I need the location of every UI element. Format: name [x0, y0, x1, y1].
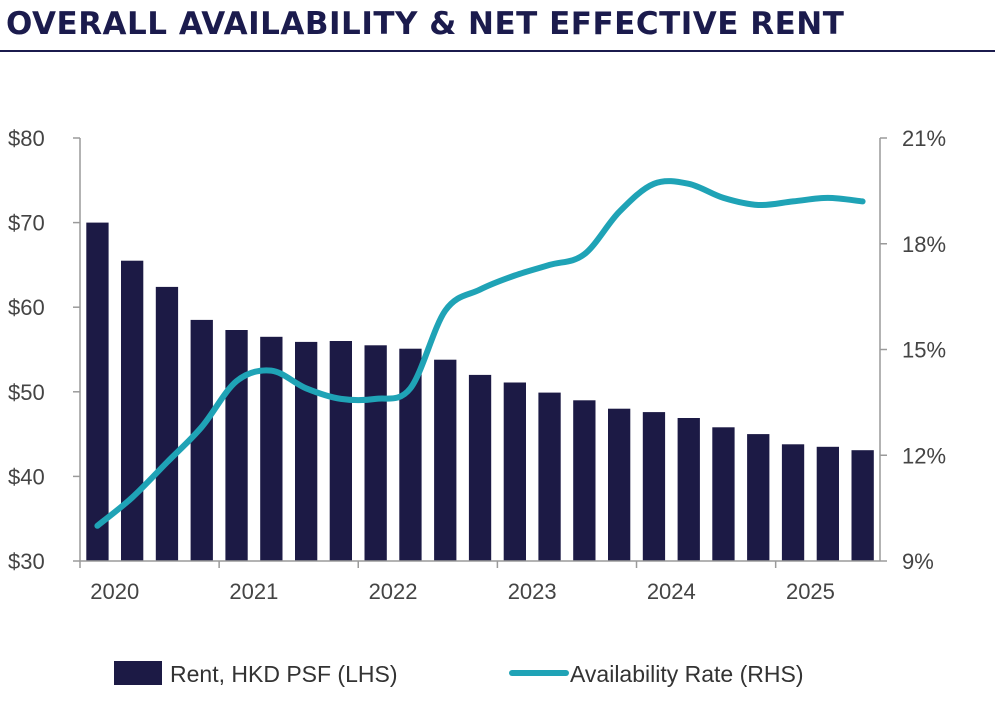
right-tick-label: 21%: [902, 126, 946, 151]
legend-rent-swatch: [114, 661, 162, 685]
rent-bar: [364, 345, 387, 561]
rent-bar: [468, 374, 492, 561]
right-tick-label: 9%: [902, 549, 934, 574]
availability-line-group: [94, 178, 866, 529]
rent-bar: [816, 446, 839, 561]
x-tick-label: 2025: [786, 579, 835, 604]
rent-bar: [399, 348, 422, 561]
x-tick-label: 2021: [229, 579, 278, 604]
x-tick-label: 2023: [508, 579, 557, 604]
title-underline: [0, 50, 995, 52]
left-tick-label: $40: [8, 464, 45, 489]
rent-bar: [155, 286, 179, 561]
rent-bar: [295, 341, 318, 561]
rent-bar: [190, 319, 213, 561]
rent-bar: [608, 408, 631, 561]
rent-bar: [329, 341, 352, 561]
left-tick-label: $50: [8, 380, 45, 405]
rent-bar: [747, 434, 770, 561]
rent-bar: [573, 400, 596, 561]
left-tick-label: $70: [8, 211, 45, 236]
chart-title: OVERALL AVAILABILITY & NET EFFECTIVE REN…: [6, 6, 845, 42]
right-tick-label: 12%: [902, 443, 946, 468]
rent-bar: [260, 336, 283, 561]
left-tick-label: $30: [8, 549, 45, 574]
rent-bar: [642, 412, 666, 561]
right-tick-label: 18%: [902, 232, 946, 257]
availability-line: [94, 178, 866, 529]
rent-bar: [677, 418, 700, 561]
rent-bar: [781, 444, 805, 561]
rent-bar: [851, 450, 874, 561]
legend: Rent, HKD PSF (LHS) Availability Rate (R…: [114, 661, 803, 687]
right-tick-label: 15%: [902, 338, 946, 363]
left-tick-label: $60: [8, 295, 45, 320]
rent-bar: [538, 392, 561, 561]
tick-labels: $30 $40 $50 $60 $70 $80 9% 12% 15% 18% 21% 2020 2021…: [8, 126, 946, 604]
x-tick-label: 2020: [90, 579, 139, 604]
x-tick-label: 2024: [647, 579, 696, 604]
left-tick-label: $80: [8, 126, 45, 151]
rent-bar: [86, 222, 109, 561]
x-tick-label: 2022: [369, 579, 418, 604]
rent-bar: [434, 359, 457, 561]
rent-bar: [712, 427, 735, 561]
rent-bar: [121, 260, 144, 561]
rent-bar: [225, 330, 248, 561]
legend-availability-label: Availability Rate (RHS): [570, 661, 803, 687]
chart-axes: [73, 137, 887, 568]
rent-bars: [86, 222, 874, 561]
rent-bar: [503, 382, 526, 561]
legend-rent-label: Rent, HKD PSF (LHS): [170, 661, 398, 687]
